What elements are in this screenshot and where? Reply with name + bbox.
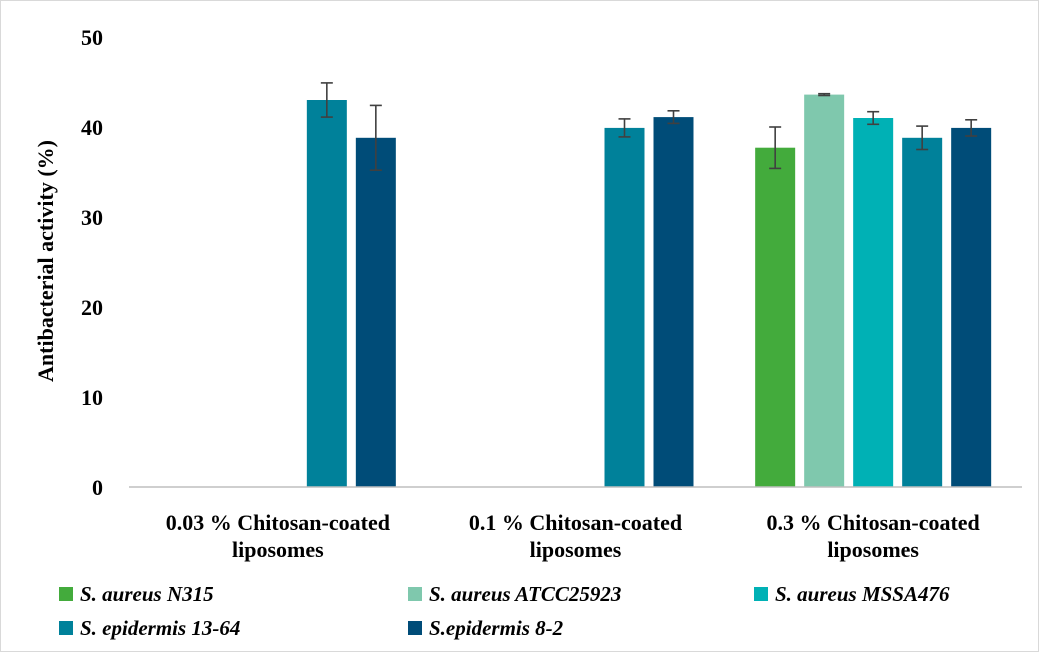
bar [604, 127, 645, 488]
x-category-label: 0.3 % Chitosan-coated liposomes [767, 510, 980, 562]
legend-item: S. aureus ATCC25923 [408, 582, 621, 606]
y-tick-label: 40 [81, 115, 103, 140]
y-tick-label: 10 [81, 385, 103, 410]
bar [853, 118, 894, 487]
error-bar [818, 92, 831, 97]
bar [755, 147, 796, 487]
y-tick-label: 50 [81, 25, 103, 50]
y-tick-label: 30 [81, 205, 103, 230]
legend-item: S. aureus N315 [59, 582, 214, 606]
x-axis-labels: 0.03 % Chitosan-coated liposomes 0.1 % Chi… [166, 510, 980, 562]
bar [355, 137, 396, 488]
bars [306, 94, 992, 488]
legend-swatch [408, 587, 422, 601]
legend-item: S. epidermis 13-64 [59, 616, 240, 640]
bar [804, 94, 845, 487]
legend-swatch [59, 621, 73, 635]
error-bar [916, 125, 929, 151]
x-category-label: 0.1 % Chitosan-coated liposomes [469, 510, 682, 562]
legend-swatch [754, 587, 768, 601]
legend-label: S. aureus ATCC25923 [429, 582, 621, 606]
bar [902, 137, 943, 488]
error-bar [667, 110, 680, 125]
error-bar [320, 82, 333, 118]
legend-label: S. aureus MSSA476 [775, 582, 950, 606]
y-axis-title: Antibacterial activity (%) [33, 140, 58, 382]
legend-swatch [408, 621, 422, 635]
bar [306, 100, 347, 487]
legend-swatch [59, 587, 73, 601]
legend-label: S. aureus N315 [80, 582, 214, 606]
y-tick-label: 0 [92, 475, 103, 500]
bar [653, 117, 694, 487]
y-axis: 0 10 20 30 40 50 [81, 25, 103, 500]
bar [951, 127, 992, 488]
error-bar [867, 110, 880, 126]
error-bar [769, 126, 782, 170]
error-bars [320, 82, 978, 171]
y-tick-label: 20 [81, 295, 103, 320]
error-bar [369, 104, 382, 171]
legend-item: S.epidermis 8-2 [408, 616, 564, 640]
legend-item: S. aureus MSSA476 [754, 582, 950, 606]
legend: S. aureus N315 S. aureus ATCC25923 S. aure… [59, 582, 950, 640]
legend-label: S.epidermis 8-2 [429, 616, 564, 640]
error-bar [965, 119, 978, 137]
legend-label: S. epidermis 13-64 [80, 616, 240, 640]
error-bar [618, 118, 631, 138]
x-category-label: 0.03 % Chitosan-coated liposomes [166, 510, 390, 562]
